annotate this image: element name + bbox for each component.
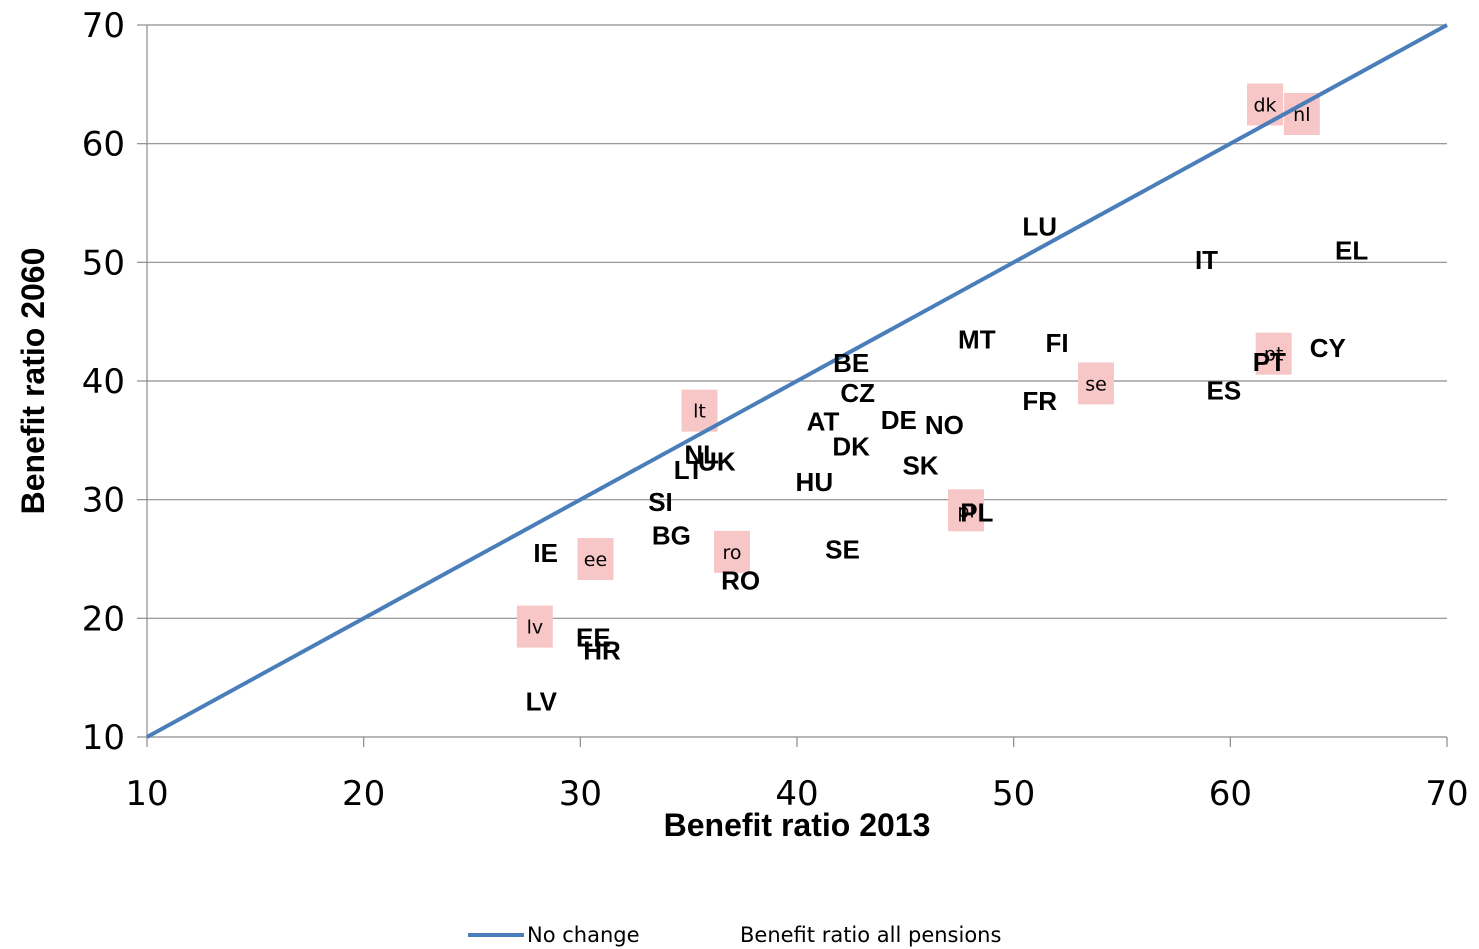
highlight-marker-lt [681,389,718,432]
highlight-markers: dk nl lt se pt ee ro pl lv [516,83,1320,648]
data-label-MT: MT [958,324,996,354]
data-label-SI: SI [648,487,673,517]
y-tick-label: 30 [82,481,125,521]
y-tick-label: 40 [82,362,125,402]
legend-entry-no-change: No change [527,923,640,947]
highlight-marker-pt [1255,332,1292,375]
highlight-marker-se [1078,362,1114,405]
highlight-label-ro: ro [722,542,741,564]
y-axis-title: Benefit ratio 2060 [15,248,51,515]
y-tick-label: 10 [82,718,125,758]
data-label-SE: SE [825,535,860,565]
data-label-SK: SK [902,450,938,480]
y-tick-labels: 10 20 30 40 50 60 70 [82,6,125,758]
highlight-label-se: se [1085,373,1107,395]
data-label-PT: PT [1253,347,1286,377]
legend: No change Benefit ratio all pensions [468,923,1001,947]
y-tick-label: 70 [82,6,125,46]
highlight-label-nl: nl [1293,104,1310,126]
data-label-UK: UK [698,447,736,477]
highlight-label-pl: pl [957,500,974,522]
highlight-label-lt: lt [693,401,706,423]
x-tick-label: 70 [1425,774,1468,814]
data-label-IT: IT [1195,245,1218,275]
no-change-line [146,23,1448,739]
y-tick-label: 50 [82,243,125,283]
highlight-marker-ro [714,530,750,573]
data-label-AT: AT [807,406,840,436]
x-tick-label: 10 [125,774,168,814]
x-tick-label: 50 [992,774,1035,814]
data-label-BE: BE [833,348,869,378]
data-label-EE: EE [576,622,611,652]
data-label-DE: DE [881,405,917,435]
x-tick-labels: 10 20 30 40 50 60 70 [125,774,1468,814]
data-label-CY: CY [1310,333,1346,363]
data-label-BG: BG [652,520,691,550]
data-label-DK: DK [832,431,870,461]
data-label-PL: PL [960,498,993,528]
highlight-label-ee: ee [584,549,607,571]
data-label-LV: LV [526,686,558,716]
highlight-label-lv: lv [527,617,544,639]
x-tick-label: 60 [1209,774,1252,814]
highlight-marker-pl [948,489,984,532]
y-tick-label: 60 [82,125,125,165]
no-change-line-path [146,23,1448,739]
data-label-FI: FI [1045,328,1068,358]
data-label-LU: LU [1022,212,1057,242]
data-label-RO: RO [721,565,760,595]
x-tick-label: 40 [775,774,818,814]
data-label-LT: LT [674,455,704,485]
highlight-label-pt: pt [1264,344,1284,366]
x-tick-label: 20 [342,774,385,814]
data-label-EL: EL [1335,235,1368,265]
data-label-HU: HU [796,467,834,497]
data-label-NO: NO [925,410,964,440]
data-label-ES: ES [1206,375,1241,405]
data-label-IE: IE [533,538,558,568]
highlight-label-dk: dk [1253,95,1276,117]
y-tick-label: 20 [82,599,125,639]
data-label-FR: FR [1022,386,1057,416]
data-label-HR: HR [583,635,621,665]
highlight-marker-lv [516,605,553,648]
legend-entry-benefit-ratio: Benefit ratio all pensions [740,923,1001,947]
x-axis-title: Benefit ratio 2013 [664,807,931,843]
highlight-marker-ee [577,538,614,580]
axes [137,24,1448,747]
data-label-NL: NL [684,440,719,470]
x-tick-label: 30 [559,774,602,814]
data-label-CZ: CZ [840,378,875,408]
